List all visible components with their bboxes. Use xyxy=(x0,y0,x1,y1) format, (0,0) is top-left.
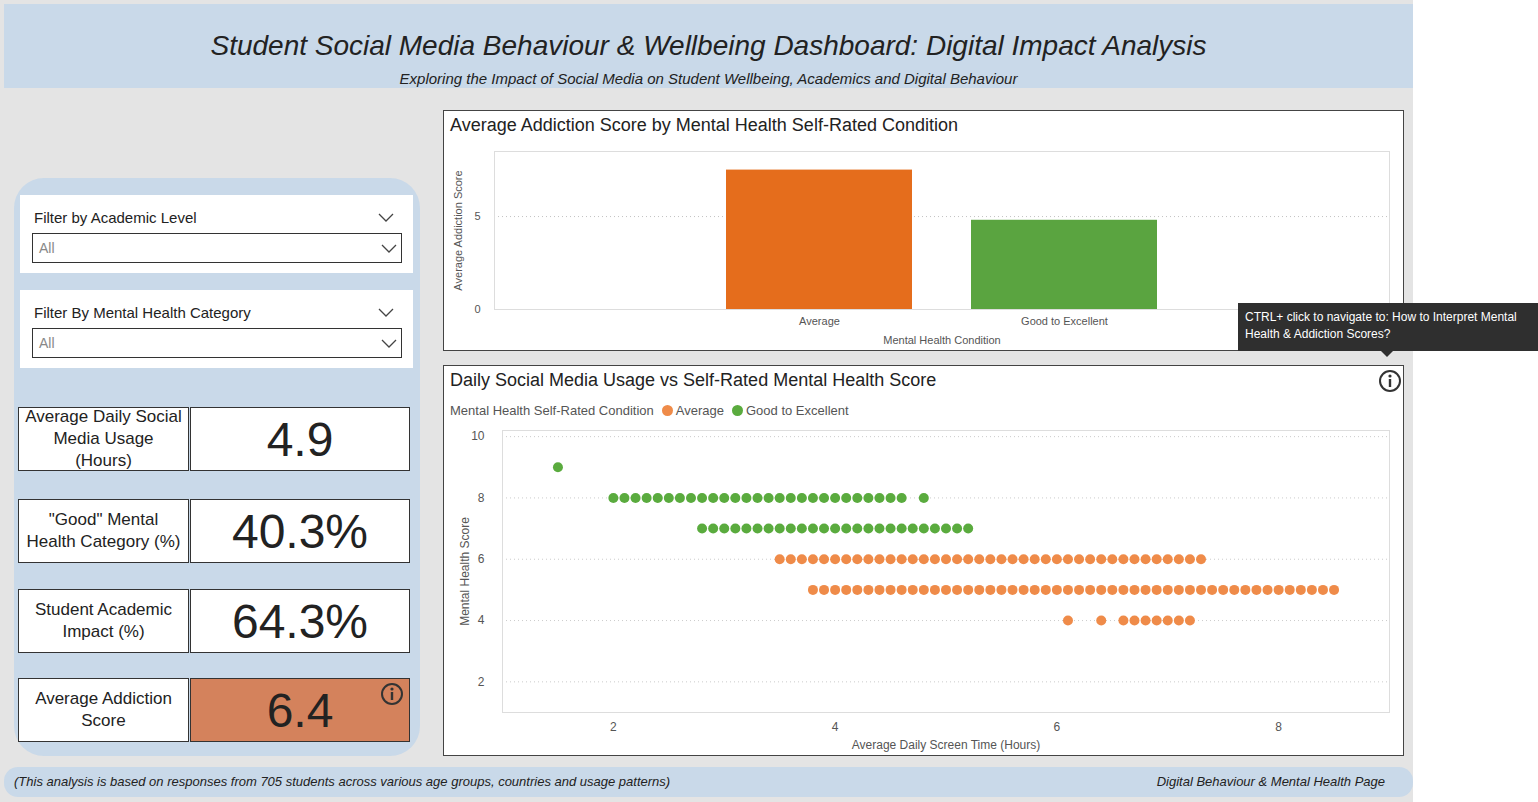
html-text:All: All xyxy=(39,335,55,351)
html-text:Student Social Media Behaviour: Student Social Media Behaviour & Wellbei… xyxy=(210,30,1207,61)
html-text:(This analysis is based on res: (This analysis is based on responses fro… xyxy=(14,774,671,789)
html-text:Daily Social Media Usage vs Se: Daily Social Media Usage vs Self-Rated M… xyxy=(450,370,937,390)
html-text:Digital Behaviour & Mental Hea: Digital Behaviour & Mental Health Page xyxy=(1156,774,1385,789)
svg-text:6: 6 xyxy=(1054,720,1061,734)
html-text:Mental Health Self-Rated Condi: Mental Health Self-Rated Condition xyxy=(450,403,654,418)
html-text:Student Academic Impact (%): Student Academic Impact (%) xyxy=(35,600,172,641)
html-text:6.4: 6.4 xyxy=(266,683,334,737)
svg-text:2: 2 xyxy=(478,675,485,689)
svg-text:Mental Health Condition: Mental Health Condition xyxy=(883,334,1000,346)
svg-text:Good to Excellent: Good to Excellent xyxy=(1021,315,1108,327)
svg-text:8: 8 xyxy=(478,491,485,505)
html-text:Average Daily Social Media Usa: Average Daily Social Media Usage (Hours) xyxy=(25,407,182,470)
html-text:Good to Excellent: Good to Excellent xyxy=(746,403,849,418)
html-text:Average Addiction Score by Men: Average Addiction Score by Mental Health… xyxy=(450,115,958,135)
html-text:CTRL+ click to navigate to: Ho: CTRL+ click to navigate to: How to Inter… xyxy=(1245,310,1517,341)
svg-text:Average Daily Screen Time (Hou: Average Daily Screen Time (Hours) xyxy=(852,738,1041,752)
html-text:"Good" Mental Health Category: "Good" Mental Health Category (%) xyxy=(26,510,181,551)
svg-text:4: 4 xyxy=(478,613,485,627)
html-text:Average: Average xyxy=(675,403,724,418)
svg-text:Mental Health Score: Mental Health Score xyxy=(458,517,472,626)
html-text:Average Addiction Score: Average Addiction Score xyxy=(35,689,172,730)
svg-text:0: 0 xyxy=(474,303,480,315)
svg-text:Average Addiction Score: Average Addiction Score xyxy=(452,170,464,290)
html-text:Filter By Mental Health Catego: Filter By Mental Health Category xyxy=(34,304,251,321)
svg-text:8: 8 xyxy=(1275,720,1282,734)
svg-text:5: 5 xyxy=(474,210,480,222)
html-text:Filter by Academic Level: Filter by Academic Level xyxy=(34,209,197,226)
html-text:All: All xyxy=(39,240,55,256)
html-text:Exploring the Impact of Social: Exploring the Impact of Social Media on … xyxy=(399,70,1018,87)
html-text:64.3%: 64.3% xyxy=(231,594,368,648)
html-text:40.3%: 40.3% xyxy=(231,504,368,558)
svg-text:10: 10 xyxy=(471,429,485,443)
svg-text:6: 6 xyxy=(478,552,485,566)
svg-text:4: 4 xyxy=(832,720,839,734)
html-text:4.9: 4.9 xyxy=(266,412,334,466)
svg-text:2: 2 xyxy=(610,720,617,734)
svg-text:Average: Average xyxy=(799,315,840,327)
